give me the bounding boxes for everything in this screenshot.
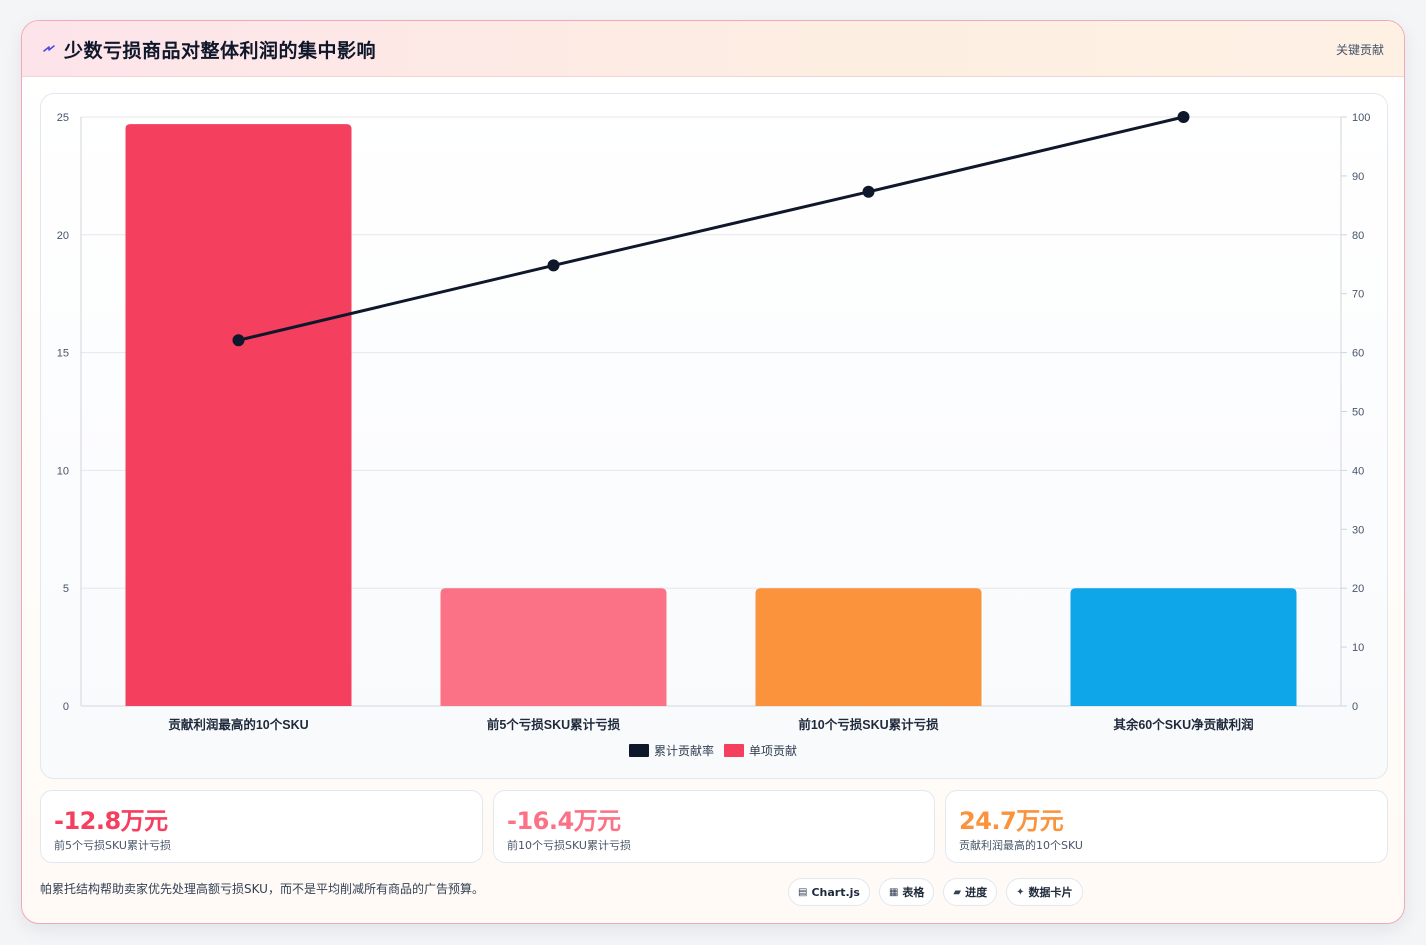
- stat-label: 贡献利润最高的10个SKU: [959, 839, 1083, 852]
- y-right-tick-label: 100: [1352, 112, 1370, 124]
- stat-value: -12.8万元: [54, 807, 168, 835]
- bar: [755, 588, 982, 706]
- sparkle-icon: ✦: [1016, 886, 1025, 898]
- chip-data-card[interactable]: ✦ 数据卡片: [1006, 878, 1083, 906]
- line-point: [232, 334, 245, 347]
- footnote: 帕累托结构帮助卖家优先处理高额亏损SKU，而不是平均削减所有商品的广告预算。: [40, 882, 484, 896]
- x-tick-label: 贡献利润最高的10个SKU: [168, 717, 308, 732]
- y-left-tick-label: 10: [57, 465, 69, 477]
- tech-chips: ▤ Chart.js ▦ 表格 ▰ 进度 ✦ 数据卡片: [788, 878, 1083, 906]
- chart-card: 少数亏损商品对整体利润的集中影响 关键贡献 0 5 10 15 20 25 0 10 20 30 4…: [21, 20, 1405, 924]
- table-icon: ▦: [888, 886, 899, 898]
- stat-label: 前5个亏损SKU累计亏损: [54, 839, 171, 852]
- chip-table[interactable]: ▦ 表格: [878, 878, 935, 906]
- chip-label: 进度: [965, 886, 988, 899]
- chip-progress[interactable]: ▰ 进度: [943, 878, 998, 906]
- y-right-tick-label: 40: [1352, 465, 1364, 477]
- y-right-tick-label: 90: [1352, 171, 1364, 183]
- lightning-icon: [43, 45, 55, 52]
- y-left-tick-label: 25: [57, 112, 69, 124]
- bar: [1070, 588, 1297, 706]
- y-right-tick-label: 30: [1352, 524, 1364, 536]
- x-tick-label: 其余60个SKU净贡献利润: [1113, 717, 1253, 732]
- cumulative-line: [238, 115, 1184, 342]
- legend-swatch: [629, 744, 649, 757]
- chart-container: 0 5 10 15 20 25 0 10 20 30 40 50 60 70 80 90 100 贡献利润最高的1…: [40, 93, 1388, 779]
- y-right-tick-label: 80: [1352, 230, 1364, 242]
- y-right-tick-label: 50: [1352, 407, 1364, 419]
- y-left-tick-label: 20: [57, 230, 69, 242]
- pareto-chart: 0 5 10 15 20 25 0 10 20 30 40 50 60 70 80 90 100 贡献利润最高的1…: [57, 111, 1370, 758]
- x-tick-label: 前5个亏损SKU累计亏损: [487, 717, 621, 732]
- stat-value: 24.7万元: [959, 807, 1064, 835]
- header-tag: 关键贡献: [1335, 43, 1384, 57]
- y-right-tick-label: 60: [1352, 348, 1364, 360]
- page-title: 少数亏损商品对整体利润的集中影响: [64, 40, 377, 62]
- y-right-tick-label: 70: [1352, 289, 1364, 301]
- bar: [125, 124, 352, 707]
- progress-icon: ▰: [953, 886, 962, 898]
- y-right-tick-label: 20: [1352, 583, 1364, 595]
- stat-label: 前10个亏损SKU累计亏损: [507, 839, 631, 852]
- chip-label: 数据卡片: [1028, 886, 1073, 899]
- line-point: [547, 259, 560, 272]
- chip-label: 表格: [902, 886, 925, 899]
- y-left-tick-label: 5: [63, 583, 69, 595]
- stat-card-top10-loss: -16.4万元 前10个亏损SKU累计亏损: [493, 790, 935, 863]
- legend-swatch: [724, 744, 744, 757]
- stat-card-top5-loss: -12.8万元 前5个亏损SKU累计亏损: [40, 790, 483, 863]
- y-right-tick-label: 0: [1352, 701, 1358, 713]
- legend-label: 单项贡献: [749, 743, 797, 758]
- chip-chartjs[interactable]: ▤ Chart.js: [788, 878, 870, 906]
- legend-label: 累计贡献率: [654, 743, 714, 758]
- y-left-tick-label: 0: [63, 701, 69, 713]
- chart-icon: ▤: [798, 886, 808, 898]
- x-tick-label: 前10个亏损SKU累计亏损: [798, 717, 939, 732]
- line-point: [1177, 111, 1190, 123]
- stat-value: -16.4万元: [507, 807, 621, 835]
- card-header: 少数亏损商品对整体利润的集中影响 关键贡献: [22, 21, 1404, 77]
- line-point: [862, 185, 875, 198]
- chip-label: Chart.js: [811, 885, 860, 899]
- y-right-tick-label: 10: [1352, 642, 1364, 654]
- y-left-tick-label: 15: [57, 348, 69, 360]
- stat-card-top10-profit: 24.7万元 贡献利润最高的10个SKU: [945, 790, 1388, 863]
- bar: [440, 588, 667, 706]
